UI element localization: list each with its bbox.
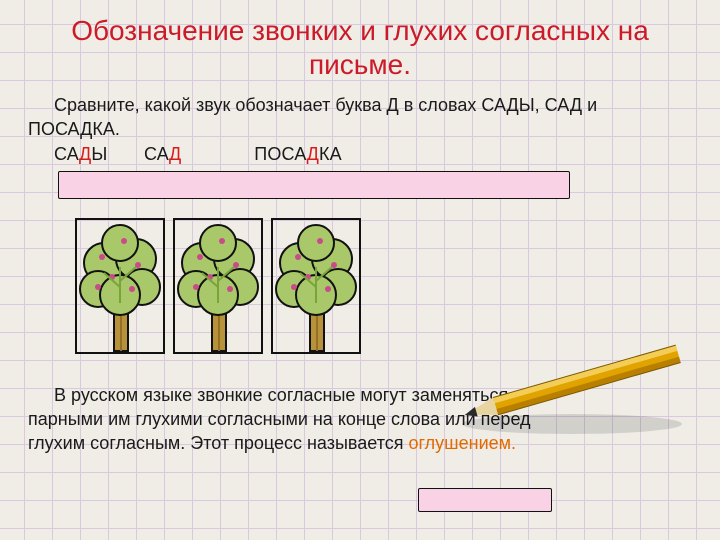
- tree-icon: [74, 217, 168, 357]
- pencil-icon: [432, 324, 692, 444]
- answer-cover-box-small: [418, 488, 552, 512]
- word3-pre: ПОСА: [254, 144, 306, 165]
- word3-post: КА: [319, 144, 342, 165]
- slide-container: Обозначение звонких и глухих согласных н…: [0, 0, 720, 540]
- bottom-line3a: глухим согласным. Этот процесс называетс…: [28, 433, 409, 453]
- tree-icon: [270, 217, 364, 357]
- answer-cover-box-large: [58, 171, 570, 199]
- word1-highlight: Д: [79, 144, 91, 165]
- word-examples-row: САДЫ САД ПОСАДКА: [54, 144, 692, 165]
- tree-icon: [172, 217, 266, 357]
- word3-highlight: Д: [307, 144, 319, 165]
- slide-title: Обозначение звонких и глухих согласных н…: [28, 14, 692, 81]
- word1-pre: СА: [54, 144, 79, 165]
- intro-paragraph: Сравните, какой звук обозначает буква Д …: [28, 93, 692, 142]
- word2-pre: СА: [144, 144, 169, 165]
- word2-highlight: Д: [169, 144, 181, 165]
- gap2: [181, 144, 254, 165]
- gap1: [108, 144, 144, 165]
- word1-post: Ы: [91, 144, 107, 165]
